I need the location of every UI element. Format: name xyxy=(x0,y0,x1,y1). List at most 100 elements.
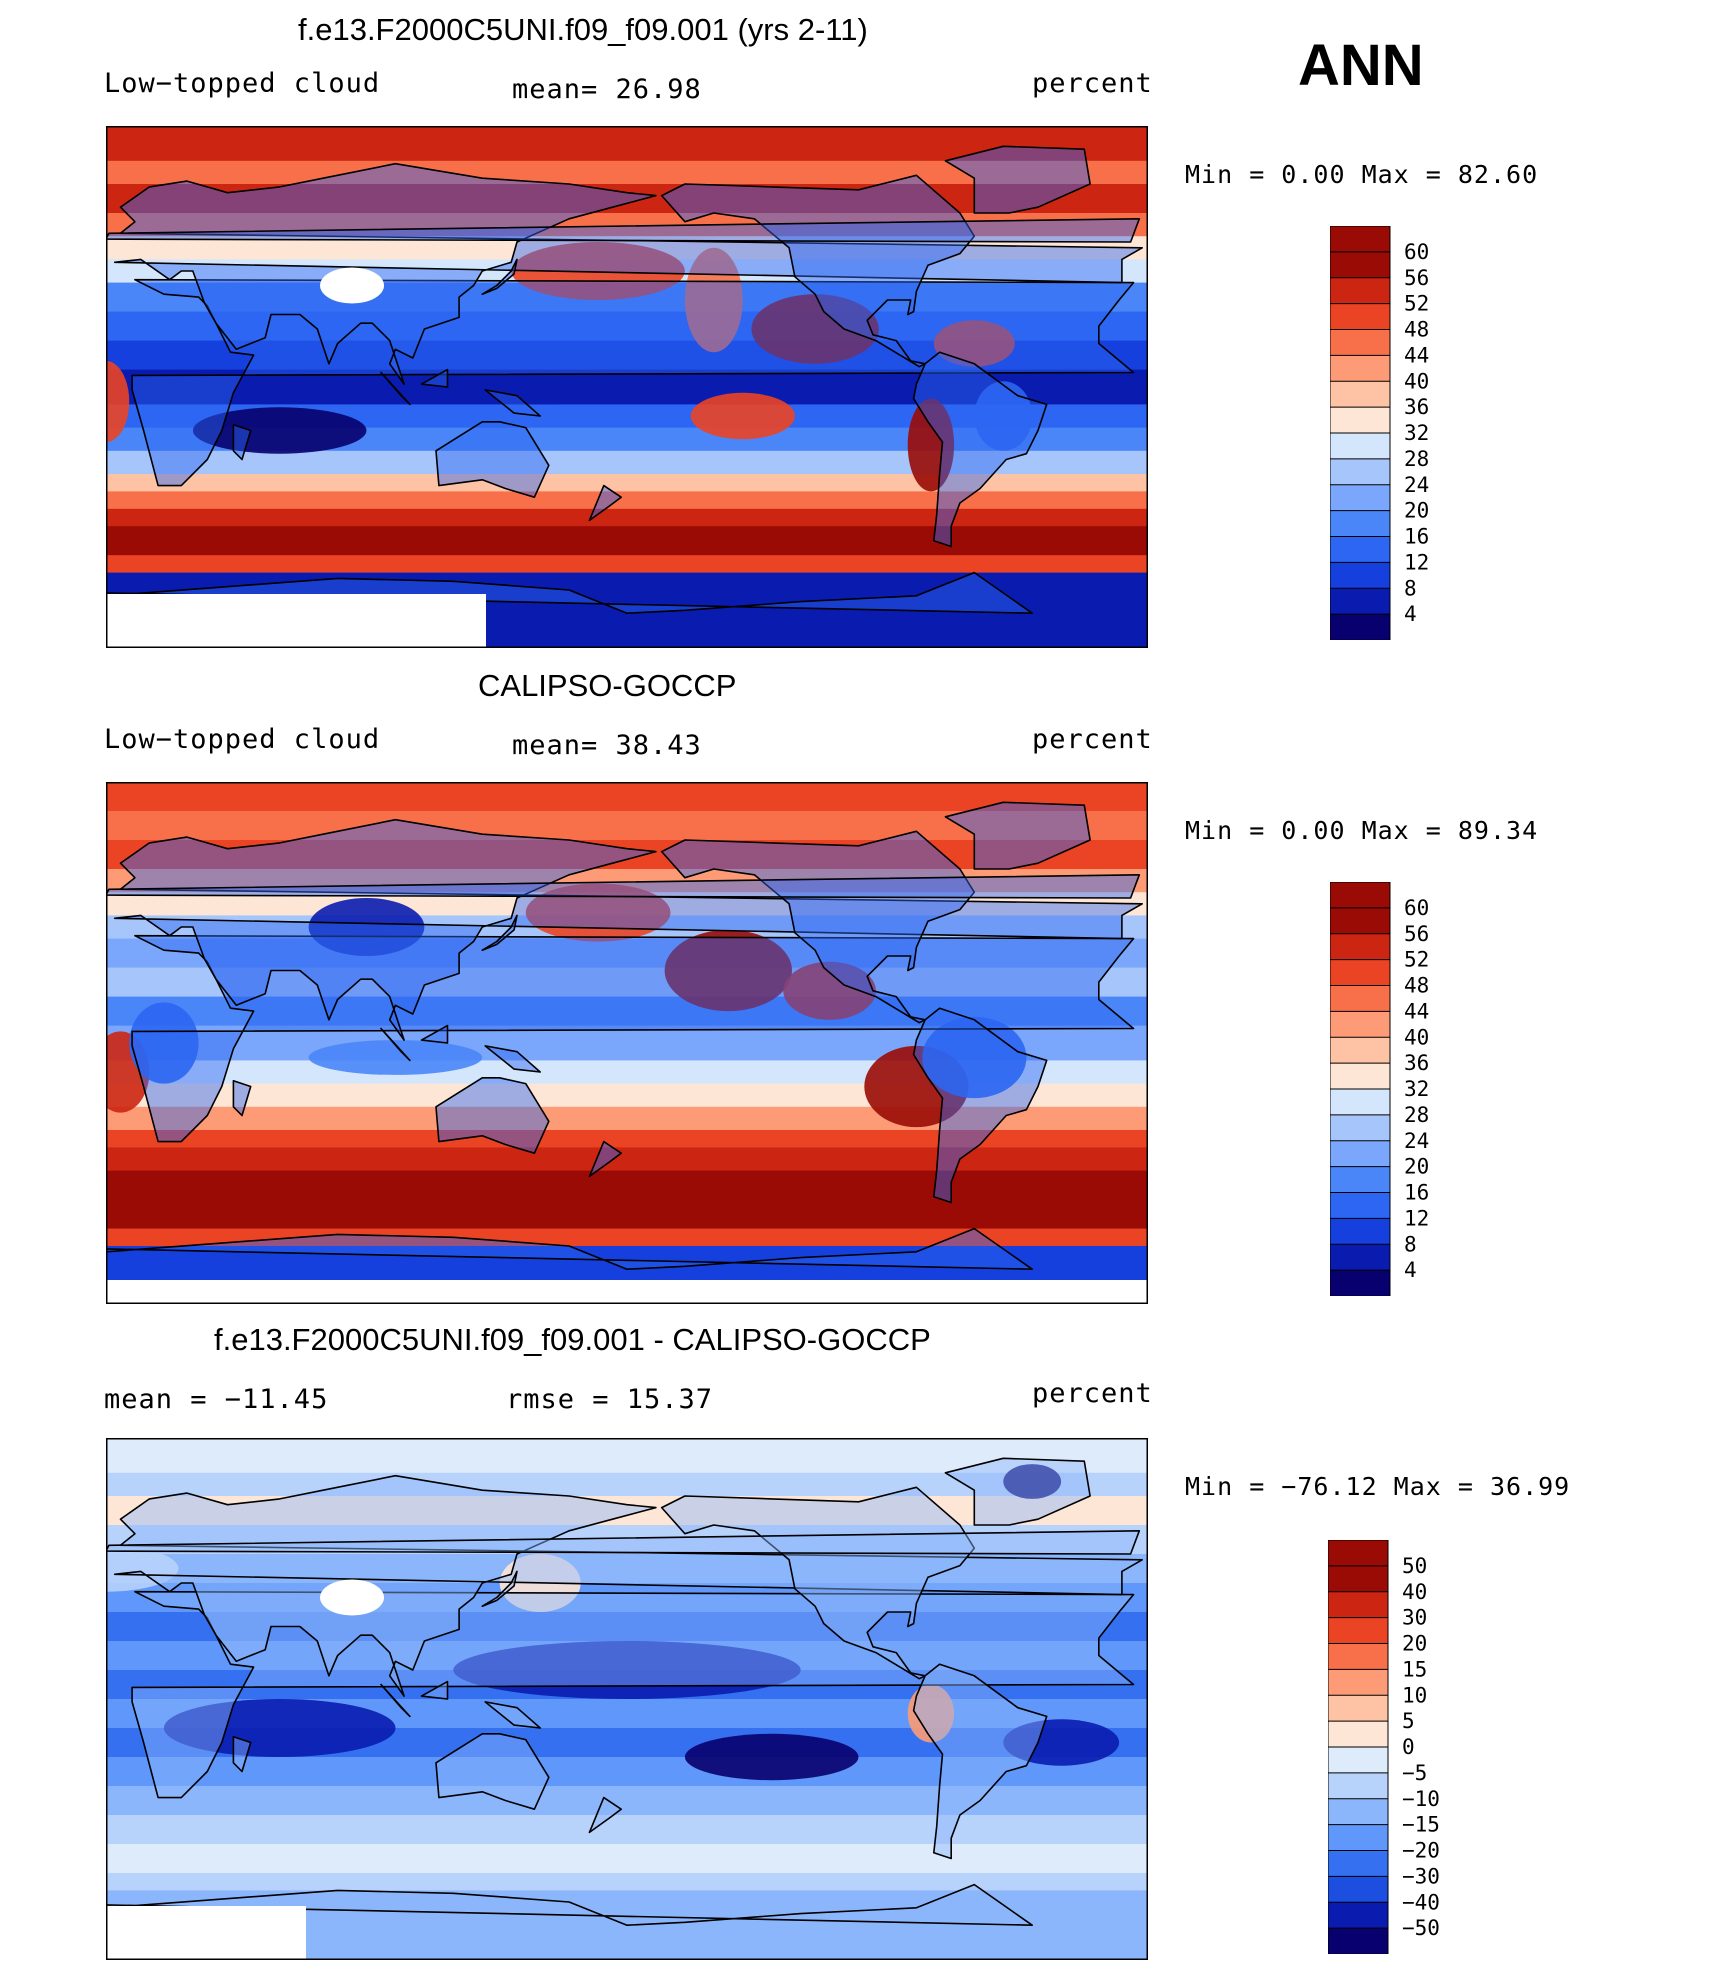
colorbar-tick-label: 24 xyxy=(1404,1129,1429,1153)
colorbar-tick-label: −40 xyxy=(1402,1890,1440,1914)
colorbar-tick-label: 16 xyxy=(1404,525,1429,549)
colorbar-tick-label: 40 xyxy=(1402,1580,1427,1604)
colorbar-tick-label: 0 xyxy=(1402,1735,1415,1759)
colorbar-swatch xyxy=(1330,1166,1391,1194)
colorbar-tick-label: 50 xyxy=(1402,1554,1427,1578)
colorbar-swatch xyxy=(1330,959,1391,987)
colorbar-swatch xyxy=(1330,907,1391,935)
colorbar-swatch xyxy=(1330,536,1391,564)
colorbar-swatch xyxy=(1330,613,1391,640)
colorbar-swatch xyxy=(1330,354,1391,383)
panel-1-variable-label: Low−topped cloud xyxy=(104,68,381,99)
colorbar-swatch xyxy=(1328,1694,1389,1722)
colorbar-tick-label: 40 xyxy=(1404,369,1429,393)
colorbar-swatch xyxy=(1330,432,1391,460)
colorbar-swatch xyxy=(1328,1591,1389,1619)
panel-3-title: f.e13.F2000C5UNI.f09_f09.001 - CALIPSO-G… xyxy=(214,1322,931,1357)
colorbar-swatch xyxy=(1328,1772,1389,1800)
colorbar-swatch xyxy=(1330,484,1391,512)
colorbar-tick-label: −50 xyxy=(1402,1916,1440,1940)
colorbar-tick-label: 24 xyxy=(1404,473,1429,497)
colorbar-tick-label: 16 xyxy=(1404,1181,1429,1205)
colorbar-tick-label: 48 xyxy=(1404,974,1429,998)
colorbar-tick-label: 44 xyxy=(1404,999,1429,1023)
colorbar-tick-label: 15 xyxy=(1402,1657,1427,1681)
panel-1-title: f.e13.F2000C5UNI.f09_f09.001 (yrs 2-11) xyxy=(298,12,868,47)
colorbar-swatch xyxy=(1330,1140,1391,1168)
colorbar-swatch xyxy=(1328,1540,1389,1567)
colorbar-tick-label: 20 xyxy=(1404,1155,1429,1179)
panel-2-title: CALIPSO-GOCCP xyxy=(478,668,737,703)
panel-1-map xyxy=(106,126,1148,648)
colorbar-tick-label: 52 xyxy=(1404,292,1429,316)
colorbar-swatch xyxy=(1328,1746,1389,1774)
panel-3-units-label: percent xyxy=(1032,1378,1153,1409)
colorbar-swatch xyxy=(1328,1901,1389,1929)
colorbar-swatch xyxy=(1330,277,1391,305)
colorbar-tick-label: 20 xyxy=(1404,499,1429,523)
colorbar-tick-label: 32 xyxy=(1404,421,1429,445)
colorbar-swatch xyxy=(1330,1243,1391,1271)
colorbar-swatch xyxy=(1330,933,1391,961)
colorbar-tick-label: 48 xyxy=(1404,318,1429,342)
panel-2-mean-label: mean= 38.43 xyxy=(512,730,702,761)
colorbar-tick-label: −15 xyxy=(1402,1813,1440,1837)
colorbar-tick-label: 40 xyxy=(1404,1025,1429,1049)
colorbar-tick-label: 36 xyxy=(1404,395,1429,419)
colorbar-tick-label: 60 xyxy=(1404,240,1429,264)
colorbar-swatch xyxy=(1330,1217,1391,1246)
colorbar-tick-label: 52 xyxy=(1404,948,1429,972)
colorbar-tick-label: 5 xyxy=(1402,1709,1415,1733)
colorbar-tick-label: 12 xyxy=(1404,550,1429,574)
colorbar-swatch xyxy=(1330,1192,1391,1220)
colorbar-swatch xyxy=(1328,1850,1389,1878)
colorbar-tick-label: 60 xyxy=(1404,896,1429,920)
colorbar-tick-label: −10 xyxy=(1402,1787,1440,1811)
colorbar-tick-label: 4 xyxy=(1404,602,1417,626)
panel-2-units-label: percent xyxy=(1032,724,1153,755)
colorbar-swatch xyxy=(1330,1010,1391,1039)
panel-2-variable-label: Low−topped cloud xyxy=(104,724,381,755)
colorbar-swatch xyxy=(1328,1565,1389,1593)
colorbar-tick-label: −30 xyxy=(1402,1864,1440,1888)
colorbar-swatch xyxy=(1330,1088,1391,1116)
colorbar-swatch xyxy=(1330,226,1391,253)
colorbar-swatch xyxy=(1330,380,1391,408)
colorbar-tick-label: 12 xyxy=(1404,1206,1429,1230)
colorbar-tick-label: 8 xyxy=(1404,1232,1417,1256)
colorbar-swatch xyxy=(1328,1875,1389,1904)
colorbar-tick-label: 56 xyxy=(1404,922,1429,946)
panel-2-minmax-label: Min = 0.00 Max = 89.34 xyxy=(1185,816,1539,845)
colorbar-swatch xyxy=(1328,1720,1389,1748)
colorbar-swatch xyxy=(1330,882,1391,909)
colorbar-swatch xyxy=(1328,1824,1389,1852)
panel-2-map xyxy=(106,782,1148,1304)
colorbar-swatch xyxy=(1328,1617,1389,1645)
colorbar-swatch xyxy=(1330,1269,1391,1296)
colorbar-swatch xyxy=(1330,1062,1391,1090)
colorbar-swatch xyxy=(1330,1114,1391,1142)
colorbar-tick-label: 44 xyxy=(1404,343,1429,367)
colorbar-swatch xyxy=(1330,329,1391,357)
colorbar-swatch xyxy=(1330,587,1391,615)
colorbar-tick-label: 36 xyxy=(1404,1051,1429,1075)
panel-1-units-label: percent xyxy=(1032,68,1153,99)
colorbar-tick-label: −5 xyxy=(1402,1761,1427,1785)
colorbar-swatch xyxy=(1330,406,1391,434)
colorbar-swatch xyxy=(1330,303,1391,331)
colorbar-tick-label: 8 xyxy=(1404,576,1417,600)
panel-3-rmse-label: rmse = 15.37 xyxy=(506,1384,714,1415)
colorbar-swatch xyxy=(1330,985,1391,1013)
colorbar-swatch xyxy=(1328,1643,1389,1671)
colorbar-swatch xyxy=(1328,1668,1389,1697)
colorbar-swatch xyxy=(1330,561,1391,590)
colorbar-tick-label: 4 xyxy=(1404,1258,1417,1282)
colorbar-tick-label: 56 xyxy=(1404,266,1429,290)
colorbar-tick-label: 28 xyxy=(1404,1103,1429,1127)
colorbar-tick-label: 20 xyxy=(1402,1632,1427,1656)
colorbar-swatch xyxy=(1330,251,1391,279)
season-label: ANN xyxy=(1298,33,1424,98)
